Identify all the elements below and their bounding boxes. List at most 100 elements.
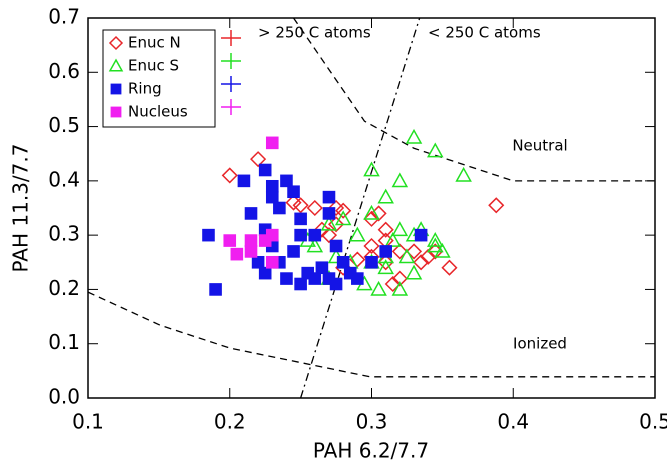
square-marker [365, 255, 378, 269]
diamond-marker [413, 254, 430, 271]
x-tick-label: 0.5 [639, 410, 667, 434]
annotation: < 250 C atoms [428, 24, 541, 42]
square-marker [308, 272, 322, 285]
square-marker [202, 228, 215, 242]
diamond-marker [335, 202, 352, 219]
triangle-marker [391, 280, 409, 296]
boundary-line [300, 17, 421, 399]
square-marker [329, 239, 343, 253]
square-marker [322, 207, 336, 220]
diamond-marker [441, 259, 458, 276]
square-marker [244, 245, 258, 258]
diamond-marker [108, 35, 124, 51]
triangle-marker [427, 232, 444, 247]
square-marker [280, 174, 293, 188]
y-tick-label: 0.2 [48, 276, 80, 300]
diamond-marker [363, 237, 380, 255]
legend-box [102, 29, 216, 128]
triangle-marker [349, 226, 366, 242]
legend-label: Nucleus [128, 103, 188, 121]
x-axis-label: PAH 6.2/7.7 [313, 439, 429, 463]
triangle-marker [391, 221, 409, 237]
diamond-marker [391, 243, 408, 260]
x-tick-label: 0.4 [497, 410, 529, 434]
diamond-marker [377, 254, 394, 271]
diamond-marker [250, 151, 267, 168]
diamond-marker [313, 221, 330, 238]
square-marker [329, 277, 343, 291]
diamond-marker [488, 197, 505, 214]
square-marker [258, 266, 272, 280]
diamond-marker [377, 221, 394, 238]
square-marker [273, 201, 286, 215]
triangle-marker [363, 204, 380, 220]
square-marker [351, 272, 364, 285]
diamond-marker [306, 199, 323, 217]
boundary-line [87, 291, 655, 378]
triangle-marker [320, 215, 338, 231]
square-marker [244, 207, 258, 220]
annotation: > 250 C atoms [258, 24, 371, 42]
y-tick-label: 0.3 [48, 222, 80, 246]
triangle-marker [306, 237, 324, 253]
x-tick-label: 0.2 [214, 410, 246, 434]
square-marker [287, 245, 300, 258]
legend-label: Ring [128, 80, 162, 98]
triangle-marker [455, 166, 472, 182]
diamond-marker [405, 243, 423, 260]
y-tick-label: 0.1 [48, 330, 80, 354]
diamond-marker [292, 197, 309, 214]
triangle-marker [398, 248, 416, 264]
y-axis-label: PAH 11.3/7.7 [9, 144, 33, 273]
diamond-marker [363, 210, 380, 227]
y-tick-label: 0.4 [48, 167, 80, 191]
y-tick-label: 0.6 [48, 59, 80, 83]
triangle-marker [405, 264, 423, 280]
square-marker [223, 234, 237, 247]
diamond-marker [221, 167, 238, 184]
square-marker [230, 247, 244, 261]
square-marker [308, 228, 322, 242]
square-marker [294, 277, 307, 291]
triangle-marker [334, 210, 352, 226]
triangle-marker [108, 58, 124, 72]
square-marker [265, 190, 279, 204]
square-marker [258, 163, 272, 177]
triangle-marker [405, 128, 423, 144]
triangle-marker [434, 242, 451, 258]
triangle-marker [377, 188, 394, 204]
square-marker [265, 255, 279, 269]
triangle-marker [363, 161, 380, 177]
diamond-marker [420, 248, 437, 265]
square-marker [237, 174, 251, 188]
y-tick-label: 0.5 [48, 113, 80, 137]
x-tick-label: 0.1 [72, 410, 104, 434]
square-marker [322, 190, 336, 204]
triangle-marker [427, 142, 444, 158]
diamond-marker [391, 270, 408, 287]
square-marker [244, 234, 258, 247]
annotation: Neutral [512, 137, 567, 155]
diamond-marker [384, 275, 401, 293]
square-marker [414, 228, 428, 242]
legend-label: Enuc N [128, 34, 181, 52]
triangle-marker [384, 232, 402, 247]
annotation: Ionized [513, 335, 567, 353]
y-tick-label: 0.7 [48, 5, 80, 29]
square-marker [265, 136, 279, 150]
legend-label: Enuc S [128, 57, 179, 75]
square-marker [110, 106, 122, 118]
square-marker [280, 272, 293, 285]
square-marker [251, 255, 265, 269]
triangle-marker [391, 172, 409, 188]
square-marker [265, 228, 279, 242]
square-marker [315, 261, 329, 275]
square-marker [336, 255, 350, 269]
square-marker [287, 185, 300, 199]
triangle-marker [427, 237, 444, 253]
triangle-marker [377, 259, 394, 275]
diamond-marker [320, 227, 338, 244]
square-marker [294, 212, 307, 226]
